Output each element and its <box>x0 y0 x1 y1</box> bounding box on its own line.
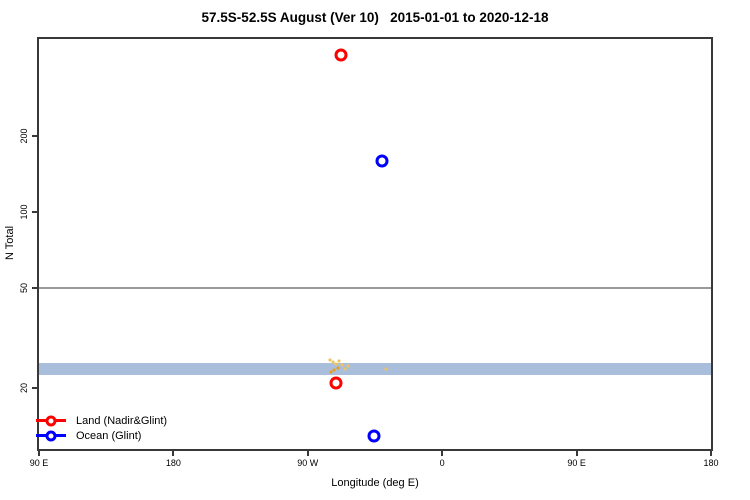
minor-point <box>346 364 350 368</box>
minor-point <box>336 366 340 370</box>
x-tick-label: 90 E <box>29 458 49 468</box>
y-tick <box>32 287 37 289</box>
x-tick-label: 90 W <box>297 458 319 468</box>
x-tick <box>710 451 712 456</box>
x-tick <box>306 451 309 456</box>
minor-point <box>343 367 347 371</box>
legend-item-land: Land (Nadir&Glint) <box>36 413 167 428</box>
minor-point <box>384 367 388 371</box>
y-tick-label: 100 <box>19 204 29 220</box>
y-tick <box>32 211 37 214</box>
x-tick <box>441 451 444 456</box>
minor-point <box>337 359 341 363</box>
minor-point <box>328 358 332 362</box>
x-tick <box>38 451 40 456</box>
minor-point <box>331 360 335 364</box>
y-tick <box>32 135 37 138</box>
reference-line-50 <box>39 287 711 289</box>
data-point-land <box>329 376 343 390</box>
x-tick-label: 180 <box>165 458 181 468</box>
legend-label-land: Land (Nadir&Glint) <box>76 414 168 427</box>
data-point-ocean <box>375 154 389 168</box>
reference-band <box>39 363 711 376</box>
legend-label-ocean: Ocean (Glint) <box>76 429 142 442</box>
minor-point <box>334 362 338 366</box>
land-legend-symbol <box>36 414 66 427</box>
land-open-circle-icon <box>45 415 57 426</box>
legend-item-ocean: Ocean (Glint) <box>36 428 167 443</box>
y-tick-label: 50 <box>19 282 29 294</box>
minor-point <box>340 363 344 367</box>
minor-point <box>329 370 333 374</box>
legend: Land (Nadir&Glint) Ocean (Glint) <box>36 413 167 443</box>
x-tick-label: 90 E <box>567 458 586 468</box>
ocean-open-circle-icon <box>45 430 57 441</box>
data-point-ocean <box>367 429 380 443</box>
y-tick <box>32 387 37 390</box>
y-tick-label: 20 <box>19 383 29 394</box>
x-tick-label: 180 <box>703 458 719 468</box>
chart-title: 57.5S-52.5S August (Ver 10) 2015-01-01 t… <box>201 10 549 25</box>
x-tick <box>172 451 175 456</box>
data-point-land <box>334 48 348 62</box>
ocean-legend-symbol <box>36 429 66 442</box>
y-tick-label: 200 <box>19 128 29 144</box>
y-axis-label: N Total <box>4 225 16 261</box>
plot-area <box>37 37 713 451</box>
x-axis-label: Longitude (deg E) <box>331 477 419 489</box>
minor-point <box>332 368 336 372</box>
x-tick-label: 0 <box>439 458 445 468</box>
x-tick <box>575 451 578 456</box>
